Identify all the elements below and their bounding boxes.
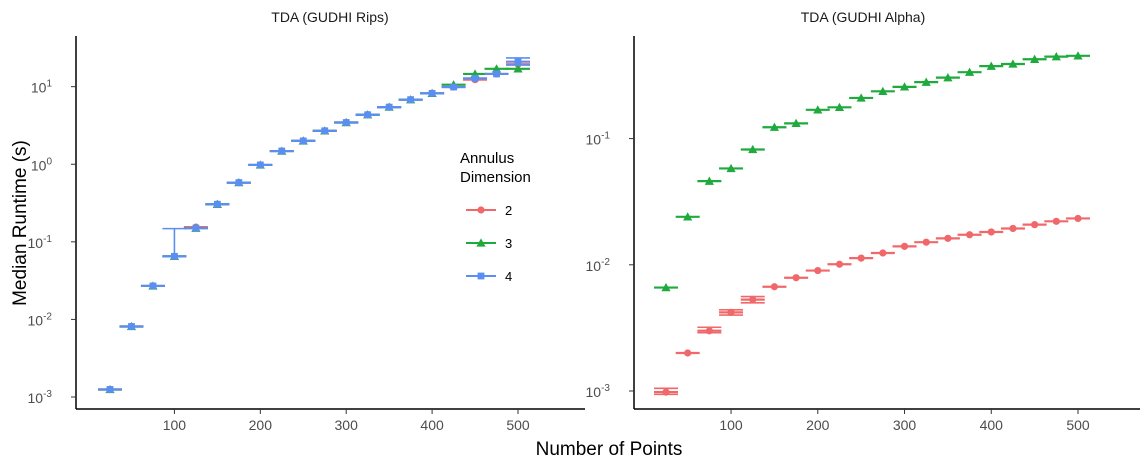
panel-title-rips: TDA (GUDHI Rips) — [271, 9, 388, 25]
point-series-3 — [769, 122, 780, 131]
point-series-4 — [450, 83, 457, 91]
point-series-2 — [792, 274, 800, 282]
point-series-2 — [770, 283, 779, 291]
point-series-4 — [149, 282, 157, 290]
point-series-4 — [235, 179, 243, 187]
point-series-4 — [213, 200, 221, 208]
legend-items: 2 3 4 — [466, 203, 512, 284]
panel-title-alpha: TDA (GUDHI Alpha) — [801, 9, 925, 25]
y-axis-title: Median Runtime (s) — [10, 140, 31, 306]
point-series-4 — [299, 137, 307, 145]
point-series-2 — [1074, 214, 1082, 223]
y-tick-label: 10-1 — [586, 131, 611, 148]
point-series-3 — [921, 77, 931, 86]
point-series-4 — [256, 161, 264, 169]
point-series-3 — [813, 105, 823, 114]
point-series-4 — [278, 147, 286, 155]
ticks-rips: 100 200 300 400 500 10-3 10-2 10-1 100 101 — [28, 79, 530, 433]
point-series-4 — [192, 224, 200, 232]
point-series-3 — [1030, 54, 1040, 63]
point-series-4 — [106, 386, 114, 393]
point-series-3 — [726, 163, 736, 173]
panel-rips: TDA (GUDHI Rips) 100 200 300 400 500 10-3 10-2… — [28, 9, 585, 433]
x-tick-label: 300 — [335, 417, 359, 433]
point-series-2 — [900, 242, 909, 250]
point-series-3 — [1073, 51, 1083, 60]
point-series-4 — [407, 96, 415, 104]
point-series-2 — [835, 260, 844, 268]
point-series-2 — [1031, 221, 1039, 229]
point-series-4 — [364, 111, 372, 119]
point-series-2 — [684, 349, 692, 357]
ticks-alpha: 100 200 300 400 500 10-3 10-2 10-1 — [586, 131, 1090, 433]
point-series-4 — [493, 70, 500, 78]
legend-key-marker-4 — [477, 272, 485, 280]
point-series-4 — [321, 127, 329, 135]
x-tick-label: 300 — [893, 417, 917, 433]
y-tick-label: 10-3 — [28, 389, 53, 406]
point-series-3 — [856, 93, 866, 102]
y-tick-label: 100 — [31, 156, 53, 173]
point-series-3 — [986, 61, 996, 70]
legend-key-marker-3 — [476, 238, 486, 247]
point-series-3 — [791, 118, 801, 128]
point-series-2 — [922, 238, 930, 246]
point-series-4 — [385, 103, 393, 111]
x-tick-label: 100 — [719, 417, 743, 433]
point-series-2 — [814, 266, 822, 275]
point-series-3 — [513, 64, 523, 73]
point-series-3 — [704, 176, 714, 185]
x-tick-label: 500 — [506, 417, 530, 433]
point-series-3 — [943, 73, 953, 82]
point-series-2 — [987, 228, 995, 236]
y-tick-label: 10-1 — [28, 234, 53, 251]
point-series-3 — [661, 282, 671, 292]
legend-key-marker-2 — [477, 206, 485, 214]
point-series-2 — [1009, 224, 1017, 233]
x-tick-label: 400 — [420, 417, 444, 433]
point-series-3 — [834, 102, 845, 111]
point-series-3 — [1051, 52, 1061, 61]
point-series-4 — [342, 119, 350, 126]
point-series-2 — [965, 231, 974, 239]
x-tick-label: 100 — [163, 417, 187, 433]
point-series-3 — [1008, 59, 1018, 68]
panel-alpha: TDA (GUDHI Alpha) 100 200 300 400 500 10-3 10-… — [586, 9, 1140, 433]
x-tick-label: 200 — [806, 417, 830, 433]
point-series-2 — [1052, 217, 1060, 225]
point-series-2 — [857, 254, 865, 262]
x-tick-label: 200 — [249, 417, 273, 433]
point-series-4 — [128, 323, 135, 330]
x-tick-label: 400 — [980, 417, 1004, 433]
y-tick-label: 10-3 — [586, 383, 611, 400]
point-series-3 — [964, 67, 975, 76]
marks-alpha — [654, 51, 1090, 396]
point-series-3 — [899, 82, 910, 91]
legend-label-4: 4 — [505, 269, 512, 284]
point-series-4 — [471, 74, 479, 82]
point-series-3 — [491, 64, 502, 73]
point-series-4 — [428, 89, 436, 97]
x-tick-label: 500 — [1066, 417, 1090, 433]
legend: Annulus Dimension 2 3 4 — [460, 150, 531, 284]
point-series-2 — [944, 234, 952, 242]
legend-title-line-2: Dimension — [460, 169, 531, 186]
marks-rips — [98, 57, 530, 394]
point-series-3 — [748, 144, 758, 154]
point-series-3 — [683, 212, 693, 221]
legend-title-line-1: Annulus — [460, 150, 514, 167]
y-tick-label: 10-2 — [28, 311, 53, 328]
y-tick-label: 10-2 — [586, 257, 611, 274]
point-series-2 — [879, 249, 887, 257]
x-axis-title: Number of Points — [536, 439, 683, 460]
legend-label-3: 3 — [505, 236, 512, 251]
y-tick-label: 101 — [31, 79, 53, 96]
legend-label-2: 2 — [505, 203, 512, 218]
point-series-3 — [878, 86, 888, 95]
